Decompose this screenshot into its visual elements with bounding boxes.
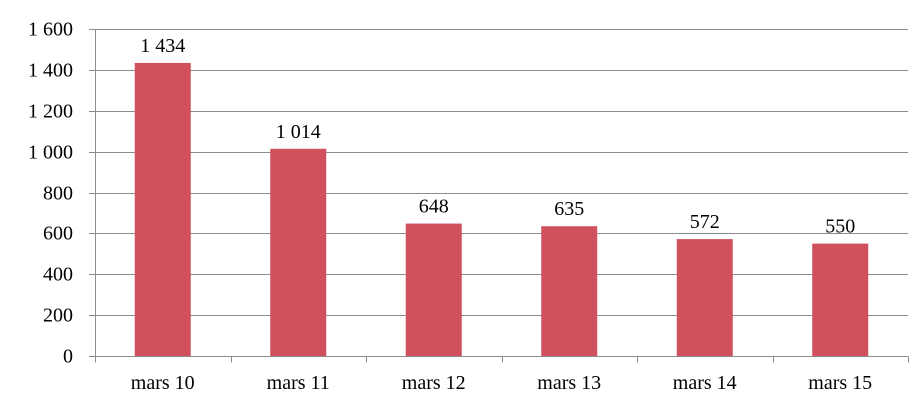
x-category-label: mars 13 <box>537 372 601 394</box>
x-category-label: mars 14 <box>673 372 737 394</box>
data-label: 550 <box>825 216 855 238</box>
data-label: 572 <box>690 211 720 233</box>
x-category-label: mars 12 <box>402 372 466 394</box>
y-tick-label: 200 <box>43 305 73 327</box>
gridlines <box>89 29 908 357</box>
data-label: 635 <box>554 198 584 220</box>
y-tick-label: 1 000 <box>28 142 73 164</box>
y-tick-label: 1 600 <box>28 19 73 41</box>
data-label: 1 014 <box>276 121 321 143</box>
y-tick-label: 800 <box>43 183 73 205</box>
data-label: 648 <box>419 196 449 218</box>
bar <box>676 239 733 356</box>
x-category-label: mars 10 <box>131 372 195 394</box>
x-category-label: mars 15 <box>808 372 872 394</box>
y-tick-label: 0 <box>63 346 73 368</box>
bars <box>134 62 869 357</box>
y-tick-label: 400 <box>43 264 73 286</box>
x-axis-category-labels: mars 10 mars 11 mars 12 mars 13 mars 14 mars … <box>131 372 872 394</box>
bar <box>541 226 598 356</box>
y-tick-label: 1 200 <box>28 101 73 123</box>
bar <box>134 62 191 357</box>
y-tick-label: 1 400 <box>28 60 73 82</box>
y-axis-tick-labels: 0 200 400 600 800 1 000 1 200 1 400 1 600 <box>28 19 73 368</box>
data-label: 1 434 <box>140 35 185 57</box>
bar <box>270 148 327 356</box>
bar <box>812 243 869 356</box>
bar <box>405 223 462 356</box>
x-axis <box>95 29 909 363</box>
data-labels: 1 434 1 014 648 635 572 550 <box>140 35 855 238</box>
y-tick-label: 600 <box>43 223 73 245</box>
x-category-label: mars 11 <box>267 372 330 394</box>
